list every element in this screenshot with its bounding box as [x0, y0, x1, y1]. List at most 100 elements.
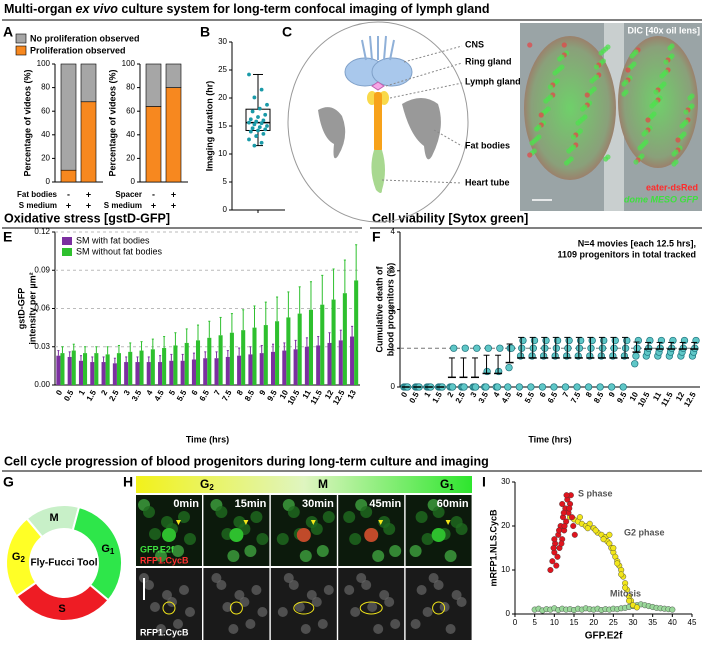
cell	[311, 597, 322, 607]
point	[623, 336, 631, 345]
cell	[294, 602, 305, 612]
condition-label: S medium	[104, 201, 142, 210]
y-tick-label: 4	[391, 227, 396, 236]
point	[515, 383, 524, 391]
x-tick-label: 15	[570, 618, 579, 627]
series-label: Mitosis	[610, 588, 641, 598]
x-tick-label: 0.5	[62, 388, 76, 403]
point	[564, 344, 572, 352]
arrowhead	[243, 520, 249, 525]
y-tick-label: 0.12	[34, 227, 50, 236]
cell	[561, 42, 567, 48]
phase-label: G2	[12, 551, 26, 564]
panel-label: B	[200, 24, 210, 40]
cell	[671, 151, 677, 157]
x-tick-label: 10	[550, 618, 559, 627]
cns-lobe	[371, 57, 413, 87]
bar	[135, 362, 140, 385]
time-label: 45min	[369, 498, 401, 510]
annotation: 1109 progenitors in total tracked	[557, 249, 696, 259]
cell	[356, 573, 367, 583]
cell	[675, 137, 681, 143]
cell	[409, 545, 422, 557]
cell	[529, 140, 535, 146]
panel-label: C	[282, 24, 292, 40]
x-tick-label: 0	[54, 388, 64, 397]
cell	[570, 134, 577, 140]
cell	[390, 619, 401, 629]
point	[610, 344, 618, 352]
point	[553, 562, 560, 569]
micrograph: DIC [40x oil lens] eater-dsRed dome MESO…	[520, 23, 702, 211]
y-tick-label: 40	[126, 130, 135, 139]
x-tick-label: 4	[492, 390, 502, 399]
point	[250, 109, 255, 114]
point	[633, 344, 641, 352]
point	[530, 336, 539, 345]
cell	[671, 161, 677, 167]
cell	[543, 98, 549, 104]
cell	[538, 112, 544, 118]
x-axis-label: Time (hrs)	[528, 434, 571, 444]
cell	[360, 506, 373, 518]
bar	[331, 299, 336, 385]
y-tick-label: 30	[218, 37, 227, 46]
point	[600, 536, 607, 543]
donut-center: Fly-Fucci Tool	[30, 558, 97, 569]
channel-label: GFP.E2f	[140, 544, 175, 554]
legend-label: No proliferation observed	[30, 33, 140, 43]
bar	[165, 87, 182, 183]
x-tick-label: 7.5	[569, 390, 583, 405]
cell	[150, 602, 160, 612]
cell	[373, 624, 384, 634]
phase-text: S	[58, 603, 65, 615]
cell	[575, 120, 581, 126]
x-tick-label: 1	[77, 388, 87, 397]
bar	[165, 63, 182, 88]
x-tick-label: 4	[145, 388, 155, 397]
organ-label: Ring gland	[465, 56, 512, 66]
point	[559, 501, 566, 508]
bar	[350, 336, 355, 385]
point	[259, 140, 264, 145]
bar	[90, 362, 95, 385]
x-tick-label: 5	[532, 618, 537, 627]
bar	[180, 360, 185, 385]
cell	[173, 619, 183, 629]
bar	[252, 327, 257, 385]
time-label: 15min	[235, 498, 267, 510]
cell	[557, 56, 563, 62]
cell	[185, 607, 195, 617]
cell	[317, 619, 328, 629]
y-tick-label: 5	[223, 177, 228, 186]
bar	[173, 345, 178, 385]
legend-swatch	[62, 248, 72, 256]
point	[610, 545, 617, 552]
cell	[621, 91, 627, 97]
ring-gland	[371, 81, 385, 91]
x-tick-label: 12.5	[331, 388, 347, 406]
y-tick-label: 1	[391, 343, 396, 352]
cell	[659, 73, 665, 79]
point	[263, 112, 268, 117]
cell	[276, 533, 289, 545]
x-tick-label: 2.5	[107, 388, 121, 403]
cell	[410, 619, 421, 629]
y-tick-label: 10	[501, 565, 510, 574]
point	[596, 383, 604, 391]
point	[505, 363, 513, 372]
bar	[184, 342, 189, 385]
phase-sub: 1	[449, 483, 454, 492]
y-tick-label: 0.00	[34, 380, 50, 389]
bar	[162, 348, 167, 385]
point	[561, 383, 570, 391]
cell-outline	[432, 601, 446, 615]
y-tick-label: 0	[131, 177, 136, 186]
point	[252, 122, 257, 127]
larva-diagram: CNS Ring gland Lymph gland Fat bodies He…	[287, 21, 521, 223]
lobe	[524, 36, 616, 180]
point	[256, 115, 260, 119]
point	[450, 344, 458, 352]
point	[606, 531, 613, 538]
cell	[167, 597, 177, 607]
